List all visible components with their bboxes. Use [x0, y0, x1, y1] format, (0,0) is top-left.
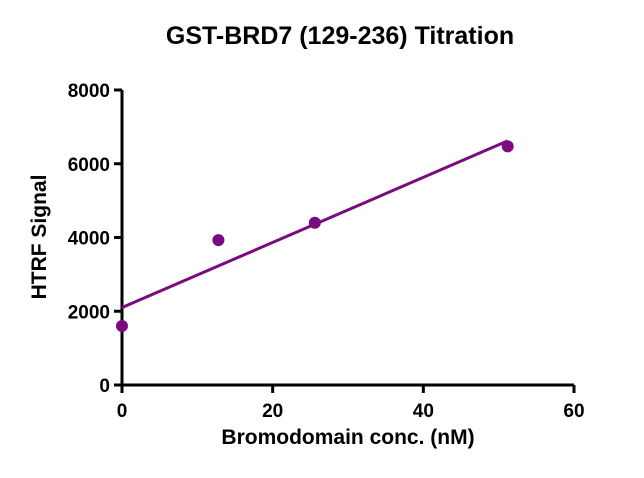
y-tick-label: 0 [99, 376, 110, 397]
data-point [501, 140, 514, 153]
y-tick-label: 8000 [68, 81, 110, 102]
y-tick-label: 2000 [68, 302, 110, 323]
chart-title: GST-BRD7 (129-236) Titration [165, 22, 515, 50]
x-tick-label: 20 [262, 401, 283, 422]
x-axis-label: Bromodomain conc. (nM) [221, 426, 475, 449]
data-point [308, 216, 321, 229]
data-point [116, 320, 128, 332]
x-tick-label: 60 [563, 401, 584, 422]
data-point [212, 234, 225, 247]
y-tick-label: 6000 [68, 155, 110, 176]
x-tick-label: 40 [413, 401, 434, 422]
x-tick-label: 0 [117, 401, 128, 422]
y-tick-label: 4000 [68, 229, 110, 250]
